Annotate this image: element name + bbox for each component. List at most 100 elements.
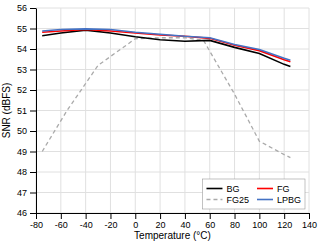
- grid-line: [36, 49, 309, 50]
- tick: 53: [17, 65, 36, 75]
- tick: -60: [55, 213, 68, 230]
- tick-mark: [30, 90, 36, 91]
- grid-line: [36, 151, 309, 152]
- tick-mark: [30, 131, 36, 132]
- axis-line: [36, 9, 37, 214]
- legend-swatch: [206, 188, 222, 190]
- tick-label: -40: [80, 220, 93, 230]
- tick-mark: [284, 213, 285, 219]
- tick-label: 56: [17, 3, 27, 13]
- tick: 0: [133, 213, 138, 230]
- tick-mark: [30, 70, 36, 71]
- tick: 47: [17, 188, 36, 198]
- legend: BGFG25 FGLPBG: [202, 179, 305, 209]
- legend-label: LPBG: [277, 195, 301, 205]
- tick-mark: [309, 213, 310, 219]
- tick-mark: [30, 8, 36, 9]
- tick: 20: [156, 213, 166, 230]
- legend-swatch: [257, 188, 273, 190]
- legend-label: FG25: [226, 195, 249, 205]
- legend-swatch: [257, 199, 273, 201]
- tick: 80: [230, 213, 240, 230]
- grid-line: [36, 90, 309, 91]
- tick: -20: [104, 213, 117, 230]
- tick-mark: [30, 172, 36, 173]
- tick-mark: [30, 152, 36, 153]
- chart: -80 -60 -40 -20 0 20 40 60 80 100 120 140 46 47 48 49 50…: [0, 0, 319, 243]
- tick-mark: [86, 213, 87, 219]
- tick-label: 60: [205, 220, 215, 230]
- tick-label: 49: [17, 147, 27, 157]
- tick-mark: [160, 213, 161, 219]
- tick-mark: [36, 213, 37, 219]
- legend-label: BG: [226, 184, 239, 194]
- grid-line: [36, 110, 309, 111]
- legend-box: [202, 179, 305, 209]
- grid-line: [36, 69, 309, 70]
- tick-mark: [61, 213, 62, 219]
- tick-label: 80: [230, 220, 240, 230]
- tick-label: 54: [17, 44, 27, 54]
- legend-item: FG: [257, 184, 290, 194]
- tick-label: 20: [156, 220, 166, 230]
- legend-item: LPBG: [257, 195, 301, 205]
- y-axis-title: SNR (dBFS): [1, 83, 12, 139]
- tick: 48: [17, 167, 36, 177]
- tick: 56: [17, 3, 36, 13]
- grid-line: [36, 172, 309, 173]
- tick-mark: [30, 213, 36, 214]
- grid-line: [36, 131, 309, 132]
- tick: 55: [17, 24, 36, 34]
- tick: 51: [17, 106, 36, 116]
- legend-item: BG: [206, 184, 239, 194]
- series-line: [42, 30, 290, 62]
- tick-label: 48: [17, 167, 27, 177]
- tick-label: 40: [180, 220, 190, 230]
- series-line: [42, 38, 290, 158]
- tick-label: 51: [17, 106, 27, 116]
- legend-item: FG25: [206, 195, 249, 205]
- tick-label: 100: [252, 220, 267, 230]
- tick-mark: [185, 213, 186, 219]
- tick-label: 50: [17, 126, 27, 136]
- y-axis: 46 47 48 49 50 51 52 53 54 55 56: [17, 3, 37, 218]
- tick-mark: [210, 213, 211, 219]
- tick-mark: [259, 213, 260, 219]
- tick-mark: [30, 111, 36, 112]
- tick: 50: [17, 126, 36, 136]
- tick: -80: [30, 213, 43, 230]
- axis-line: [37, 213, 310, 214]
- tick-label: 46: [17, 208, 27, 218]
- tick-mark: [135, 213, 136, 219]
- tick-mark: [30, 49, 36, 50]
- tick: 60: [205, 213, 215, 230]
- tick: 46: [17, 208, 36, 218]
- x-axis-title: Temperature (°C): [134, 230, 211, 241]
- tick-mark: [30, 29, 36, 30]
- tick-label: 55: [17, 24, 27, 34]
- tick-label: -60: [55, 220, 68, 230]
- tick: -40: [80, 213, 93, 230]
- tick: 40: [180, 213, 190, 230]
- legend-label: FG: [277, 184, 290, 194]
- tick-label: -80: [30, 220, 43, 230]
- tick-label: 53: [17, 65, 27, 75]
- tick: 120: [277, 213, 292, 230]
- tick-label: 0: [133, 220, 138, 230]
- grid-line: [36, 213, 309, 214]
- tick-label: 140: [302, 220, 317, 230]
- grid-line: [36, 8, 309, 9]
- tick-label: 120: [277, 220, 292, 230]
- legend-swatch: [206, 199, 222, 200]
- tick: 140: [302, 213, 317, 230]
- tick-mark: [110, 213, 111, 219]
- tick: 100: [252, 213, 267, 230]
- grid: [36, 8, 309, 213]
- tick: 52: [17, 85, 36, 95]
- tick: 54: [17, 44, 36, 54]
- tick-mark: [30, 193, 36, 194]
- x-axis: -80 -60 -40 -20 0 20 40 60 80 100 120 140: [30, 213, 317, 230]
- series-line: [42, 29, 290, 60]
- tick-label: 52: [17, 85, 27, 95]
- plot-area: [42, 29, 290, 158]
